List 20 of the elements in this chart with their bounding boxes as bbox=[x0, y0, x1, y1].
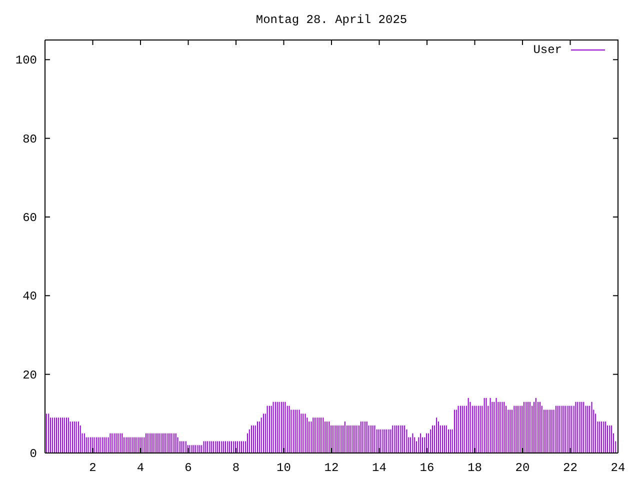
text: User bbox=[533, 43, 562, 57]
x-tick-label: 22 bbox=[563, 461, 578, 475]
chart-title: Montag 28. April 2025 bbox=[254, 13, 408, 27]
y-tick-label: 0 bbox=[30, 447, 37, 461]
y-tick-label: 80 bbox=[22, 132, 37, 146]
y-tick-label: 60 bbox=[22, 211, 37, 225]
x-tick-label: 6 bbox=[184, 461, 192, 475]
x-tick-label: 4 bbox=[136, 461, 144, 475]
x-tick-label: 14 bbox=[372, 461, 386, 475]
y-tick-label: 20 bbox=[22, 368, 37, 382]
x-tick-label: 10 bbox=[276, 461, 291, 475]
y-tick-label: 40 bbox=[22, 290, 37, 304]
x-tick-label: 16 bbox=[420, 461, 434, 475]
y-tick-label: 100 bbox=[15, 54, 37, 68]
x-tick-label: 8 bbox=[232, 461, 240, 475]
x-tick-label: 20 bbox=[515, 461, 530, 475]
x-tick-label: 18 bbox=[468, 461, 482, 475]
x-tick-label: 12 bbox=[324, 461, 339, 475]
x-tick-label: 24 bbox=[610, 461, 626, 475]
x-tick-label: 2 bbox=[89, 461, 96, 475]
